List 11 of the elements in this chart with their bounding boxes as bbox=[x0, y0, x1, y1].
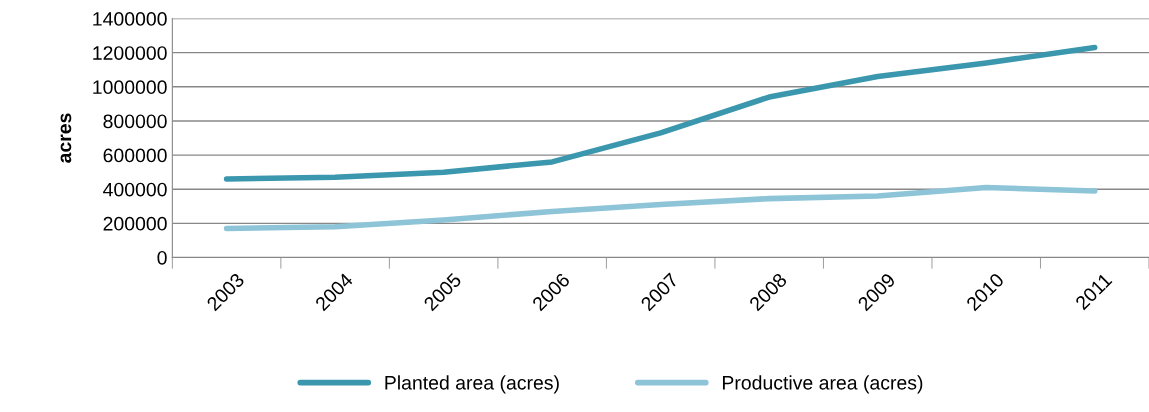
y-tick-label: 1400000 bbox=[93, 12, 167, 26]
y-axis-title: acres bbox=[60, 113, 72, 163]
y-tick-label: 1000000 bbox=[93, 80, 167, 95]
legend-label: Productive area (acres) bbox=[722, 375, 923, 394]
y-tick-label: 600000 bbox=[103, 148, 167, 163]
legend-label: Planted area (acres) bbox=[385, 375, 559, 394]
y-tick-label: 200000 bbox=[103, 216, 167, 231]
y-tick-label: 800000 bbox=[103, 114, 167, 129]
y-tick-label: 400000 bbox=[103, 182, 167, 197]
y-tick-label: 0 bbox=[157, 250, 167, 265]
y-tick-label: 1200000 bbox=[93, 46, 167, 60]
